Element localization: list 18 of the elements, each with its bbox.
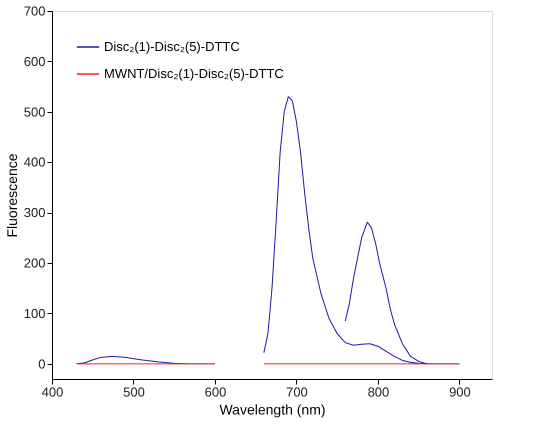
x-tick-label: 400 [42,384,64,400]
x-axis-title: Wavelength (nm) [219,402,326,418]
y-tick-label: 600 [24,54,46,69]
y-tick-label: 200 [24,256,46,271]
legend-label: Disc₂(1)-Disc₂(5)-DTTC [104,39,240,54]
y-tick-label: 100 [24,306,46,321]
x-tick-label: 600 [204,384,226,400]
y-axis-title: Fluorescence [4,153,20,238]
y-tick-label: 300 [24,205,46,220]
x-tick-label: 500 [123,384,145,400]
y-tick-label: 700 [24,4,46,18]
x-tick-label: 800 [368,384,390,400]
x-tick-label: 900 [449,384,471,400]
x-tick-label: 700 [286,384,308,400]
y-tick-label: 500 [24,104,46,120]
y-tick-label: 0 [38,356,46,372]
y-tick-label: 400 [24,154,46,170]
legend-label: MWNT/Disc₂(1)-Disc₂(5)-DTTC [104,66,284,81]
